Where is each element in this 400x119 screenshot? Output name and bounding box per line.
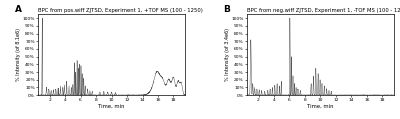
X-axis label: Time, min: Time, min — [98, 104, 125, 109]
Text: BPC from neg.wiff ZJTSD, Experiment 1, -TOF MS (100 - 1250): BPC from neg.wiff ZJTSD, Experiment 1, -… — [247, 8, 400, 13]
Text: B: B — [223, 5, 230, 14]
Y-axis label: % Intensity (of 8.1e6): % Intensity (of 8.1e6) — [16, 28, 21, 81]
X-axis label: Time, min: Time, min — [307, 104, 334, 109]
Text: BPC from pos.wiff ZJTSD, Experiment 1, +TOF MS (100 - 1250): BPC from pos.wiff ZJTSD, Experiment 1, +… — [38, 8, 203, 13]
Text: A: A — [14, 5, 22, 14]
Y-axis label: % Intensity (of 3.4e6): % Intensity (of 3.4e6) — [225, 28, 230, 81]
